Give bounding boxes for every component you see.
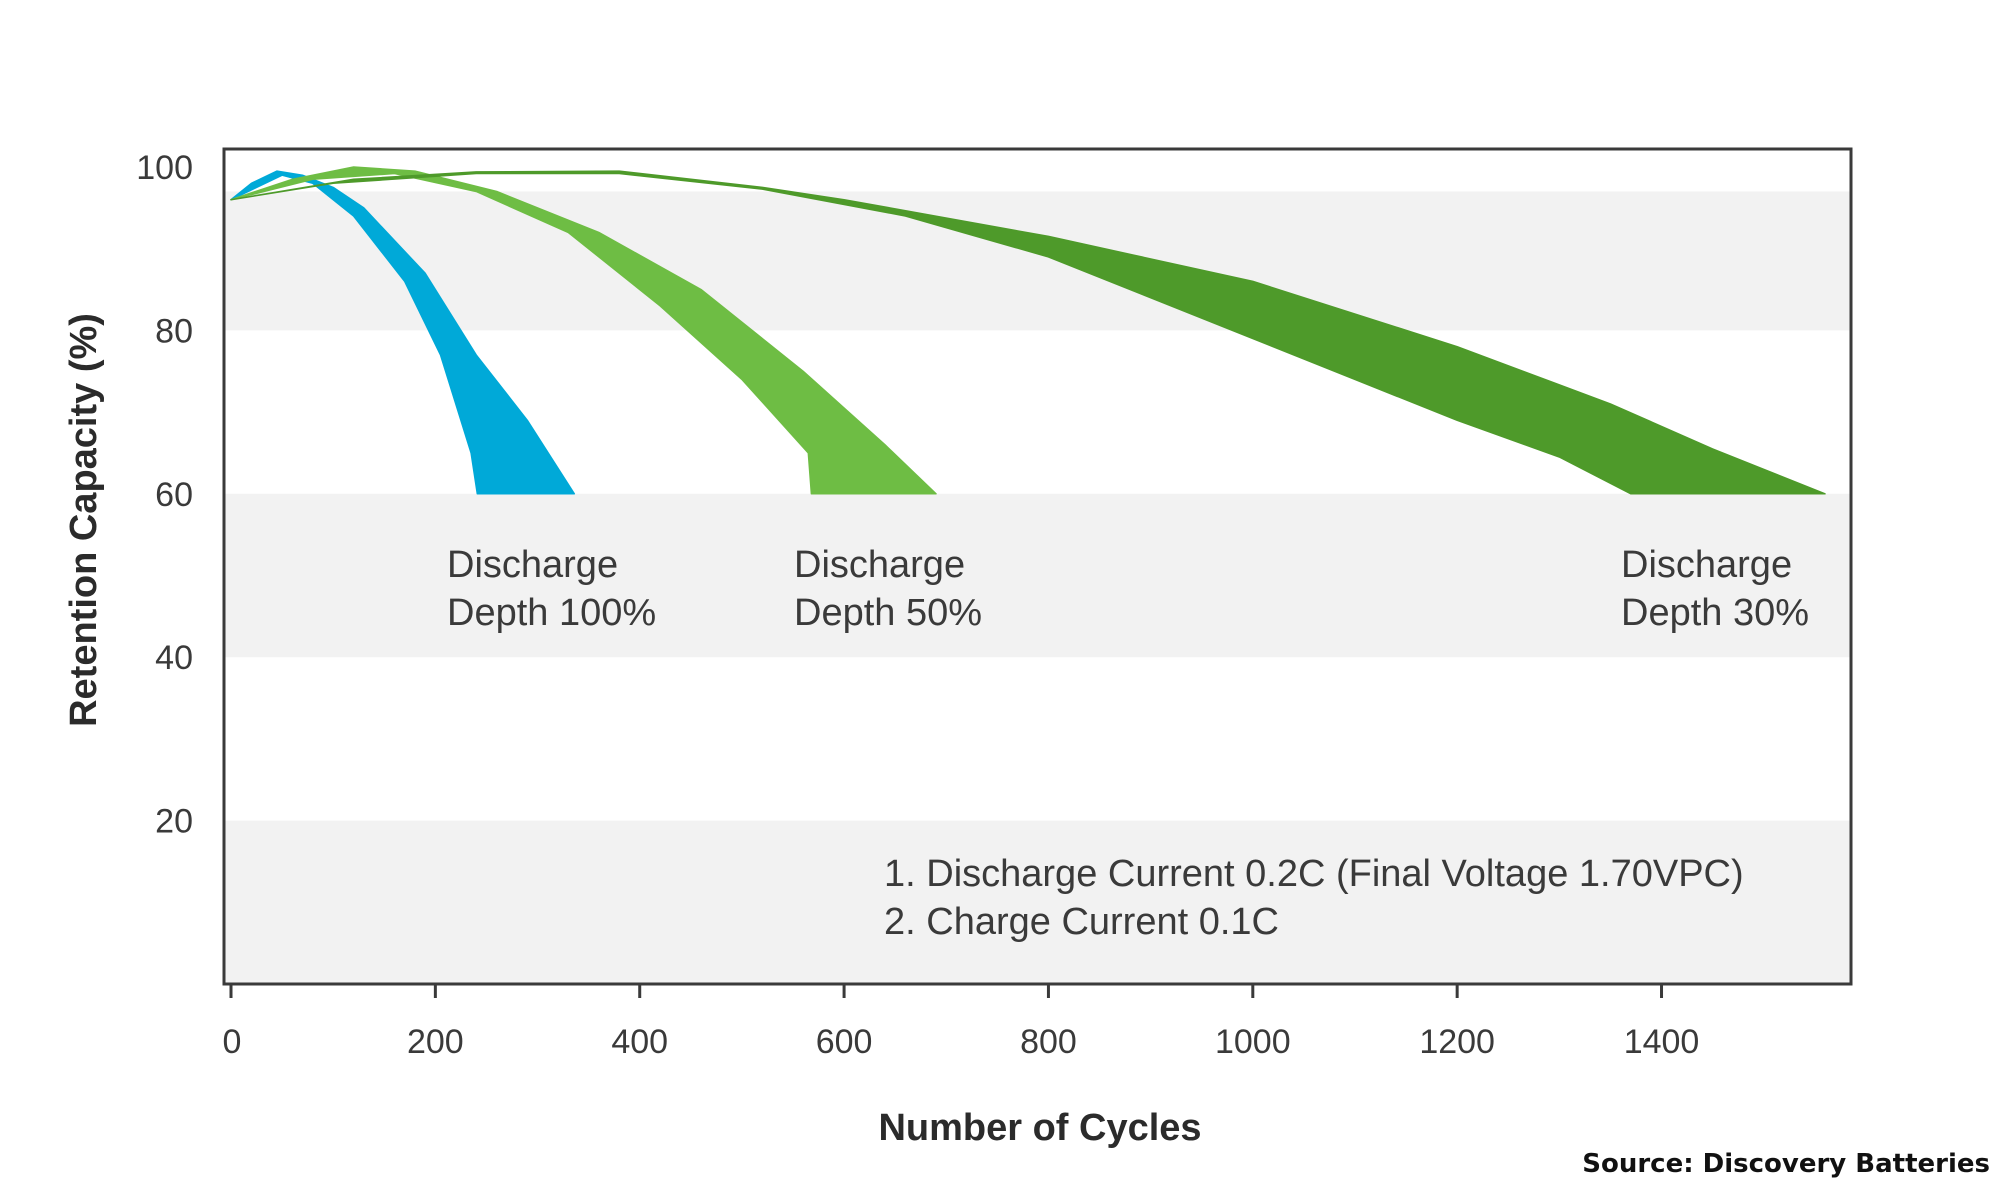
y-tick-label: 20	[155, 803, 193, 841]
background-bands	[224, 191, 1851, 984]
x-tick-label: 1000	[1215, 1023, 1291, 1061]
series-label-line: Depth 100%	[447, 592, 656, 634]
y-tick-label: 60	[155, 476, 193, 514]
x-tick-label: 800	[1020, 1023, 1077, 1061]
x-tick-label: 0	[223, 1023, 242, 1061]
x-tick-label: 400	[611, 1023, 668, 1061]
x-tick-label: 200	[407, 1023, 464, 1061]
source-credit: Source: Discovery Batteries	[1582, 1149, 1990, 1179]
series-area-2	[230, 170, 1826, 495]
band-2	[224, 191, 1851, 331]
band-0	[224, 820, 1851, 984]
series-label-line: Discharge	[447, 544, 618, 586]
series-label-line: Depth 50%	[794, 592, 982, 634]
axis-ticks: 0 200 400 600 800 1000 1200 1400 20 40 60 80 100	[136, 149, 1699, 1061]
y-tick-label: 80	[155, 312, 193, 350]
series-label-line: Depth 30%	[1621, 592, 1809, 634]
series-label-0: Discharge Depth 100%	[447, 544, 656, 634]
x-tick-label: 1400	[1624, 1023, 1700, 1061]
y-axis-title: Retention Capacity (%)	[63, 313, 105, 727]
series-label-line: Discharge	[794, 544, 965, 586]
plot-frame	[222, 147, 1853, 986]
x-tick-label: 600	[816, 1023, 873, 1061]
series-label-1: Discharge Depth 50%	[794, 544, 982, 634]
series-area-1	[230, 166, 937, 495]
series-labels: Discharge Depth 100%Discharge Depth 50%Dis…	[447, 544, 1809, 634]
band-1	[224, 493, 1851, 658]
note-discharge-current: 1. Discharge Current 0.2C (Final Voltage…	[884, 853, 1744, 895]
y-tick-label: 100	[136, 149, 193, 187]
x-tick-label: 1200	[1419, 1023, 1495, 1061]
series-area-0	[230, 170, 576, 495]
series-areas	[230, 166, 1826, 495]
x-axis-title: Number of Cycles	[878, 1107, 1201, 1149]
series-label-2: Discharge Depth 30%	[1621, 544, 1809, 634]
series-label-line: Discharge	[1621, 544, 1792, 586]
note-charge-current: 2. Charge Current 0.1C	[884, 901, 1279, 943]
y-tick-label: 40	[155, 639, 193, 677]
